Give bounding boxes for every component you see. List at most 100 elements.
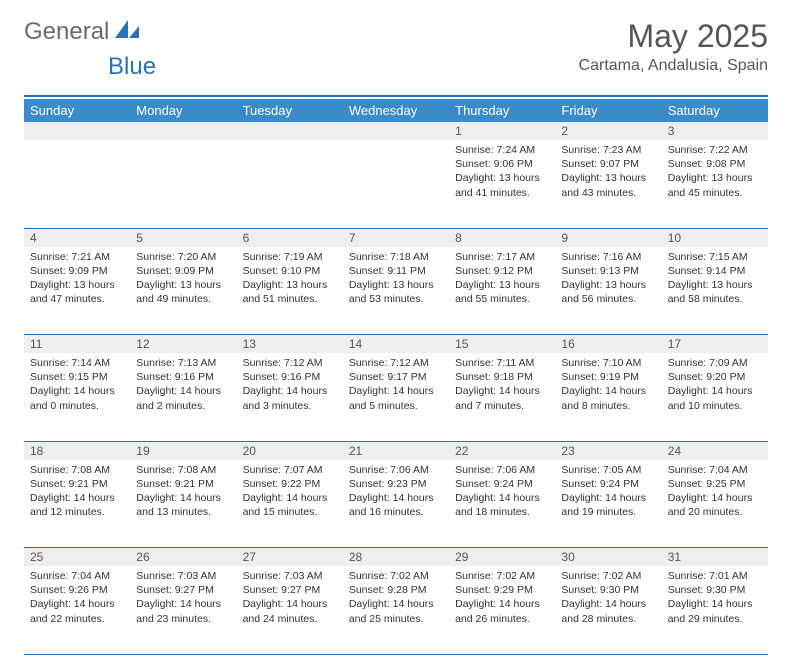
day-number-cell: 21 <box>343 441 449 460</box>
day-details: Sunrise: 7:14 AMSunset: 9:15 PMDaylight:… <box>24 353 130 417</box>
day-number-cell: 26 <box>130 548 236 567</box>
day-number-cell: 28 <box>343 548 449 567</box>
day-cell <box>24 140 130 228</box>
weekday-header: Thursday <box>449 99 555 122</box>
day-cell: Sunrise: 7:15 AMSunset: 9:14 PMDaylight:… <box>662 247 768 335</box>
day-content-row: Sunrise: 7:24 AMSunset: 9:06 PMDaylight:… <box>24 140 768 228</box>
day-number-cell: 12 <box>130 335 236 354</box>
day-number-cell: 23 <box>555 441 661 460</box>
day-cell: Sunrise: 7:12 AMSunset: 9:16 PMDaylight:… <box>237 353 343 441</box>
day-cell: Sunrise: 7:06 AMSunset: 9:24 PMDaylight:… <box>449 460 555 548</box>
day-cell <box>343 140 449 228</box>
logo-text-blue: Blue <box>108 53 156 80</box>
day-cell: Sunrise: 7:08 AMSunset: 9:21 PMDaylight:… <box>24 460 130 548</box>
day-cell: Sunrise: 7:24 AMSunset: 9:06 PMDaylight:… <box>449 140 555 228</box>
day-content-row: Sunrise: 7:21 AMSunset: 9:09 PMDaylight:… <box>24 247 768 335</box>
day-cell: Sunrise: 7:02 AMSunset: 9:29 PMDaylight:… <box>449 566 555 654</box>
day-details: Sunrise: 7:19 AMSunset: 9:10 PMDaylight:… <box>237 247 343 311</box>
weekday-header: Sunday <box>24 99 130 122</box>
day-number-cell <box>237 122 343 140</box>
day-number-cell: 7 <box>343 228 449 247</box>
day-cell: Sunrise: 7:12 AMSunset: 9:17 PMDaylight:… <box>343 353 449 441</box>
day-number-cell: 6 <box>237 228 343 247</box>
day-details: Sunrise: 7:02 AMSunset: 9:29 PMDaylight:… <box>449 566 555 630</box>
day-cell: Sunrise: 7:05 AMSunset: 9:24 PMDaylight:… <box>555 460 661 548</box>
day-details: Sunrise: 7:12 AMSunset: 9:17 PMDaylight:… <box>343 353 449 417</box>
day-cell: Sunrise: 7:10 AMSunset: 9:19 PMDaylight:… <box>555 353 661 441</box>
day-details: Sunrise: 7:09 AMSunset: 9:20 PMDaylight:… <box>662 353 768 417</box>
day-cell: Sunrise: 7:02 AMSunset: 9:30 PMDaylight:… <box>555 566 661 654</box>
calendar-table: Sunday Monday Tuesday Wednesday Thursday… <box>24 99 768 655</box>
weekday-header: Friday <box>555 99 661 122</box>
day-details: Sunrise: 7:23 AMSunset: 9:07 PMDaylight:… <box>555 140 661 204</box>
location-text: Cartama, Andalusia, Spain <box>579 57 768 75</box>
day-cell: Sunrise: 7:13 AMSunset: 9:16 PMDaylight:… <box>130 353 236 441</box>
day-details: Sunrise: 7:07 AMSunset: 9:22 PMDaylight:… <box>237 460 343 524</box>
day-details: Sunrise: 7:01 AMSunset: 9:30 PMDaylight:… <box>662 566 768 630</box>
day-number-cell: 29 <box>449 548 555 567</box>
day-number-cell <box>343 122 449 140</box>
weekday-header-row: Sunday Monday Tuesday Wednesday Thursday… <box>24 99 768 122</box>
day-number-row: 25262728293031 <box>24 548 768 567</box>
day-cell: Sunrise: 7:07 AMSunset: 9:22 PMDaylight:… <box>237 460 343 548</box>
day-content-row: Sunrise: 7:08 AMSunset: 9:21 PMDaylight:… <box>24 460 768 548</box>
day-cell: Sunrise: 7:16 AMSunset: 9:13 PMDaylight:… <box>555 247 661 335</box>
day-details: Sunrise: 7:03 AMSunset: 9:27 PMDaylight:… <box>237 566 343 630</box>
weekday-header: Tuesday <box>237 99 343 122</box>
logo-sail-icon <box>115 20 141 45</box>
day-number-cell: 13 <box>237 335 343 354</box>
day-number-cell: 24 <box>662 441 768 460</box>
weekday-header: Saturday <box>662 99 768 122</box>
day-details: Sunrise: 7:11 AMSunset: 9:18 PMDaylight:… <box>449 353 555 417</box>
day-details: Sunrise: 7:03 AMSunset: 9:27 PMDaylight:… <box>130 566 236 630</box>
day-number-row: 45678910 <box>24 228 768 247</box>
day-cell: Sunrise: 7:17 AMSunset: 9:12 PMDaylight:… <box>449 247 555 335</box>
day-number-cell <box>24 122 130 140</box>
day-details: Sunrise: 7:20 AMSunset: 9:09 PMDaylight:… <box>130 247 236 311</box>
day-details: Sunrise: 7:24 AMSunset: 9:06 PMDaylight:… <box>449 140 555 204</box>
day-details: Sunrise: 7:18 AMSunset: 9:11 PMDaylight:… <box>343 247 449 311</box>
day-number-cell: 2 <box>555 122 661 140</box>
day-details: Sunrise: 7:08 AMSunset: 9:21 PMDaylight:… <box>130 460 236 524</box>
day-number-cell: 30 <box>555 548 661 567</box>
day-cell: Sunrise: 7:06 AMSunset: 9:23 PMDaylight:… <box>343 460 449 548</box>
day-number-cell: 27 <box>237 548 343 567</box>
day-number-cell: 18 <box>24 441 130 460</box>
day-details: Sunrise: 7:10 AMSunset: 9:19 PMDaylight:… <box>555 353 661 417</box>
day-number-cell: 31 <box>662 548 768 567</box>
day-number-cell: 15 <box>449 335 555 354</box>
day-cell: Sunrise: 7:09 AMSunset: 9:20 PMDaylight:… <box>662 353 768 441</box>
day-cell: Sunrise: 7:20 AMSunset: 9:09 PMDaylight:… <box>130 247 236 335</box>
day-cell: Sunrise: 7:03 AMSunset: 9:27 PMDaylight:… <box>130 566 236 654</box>
day-cell: Sunrise: 7:01 AMSunset: 9:30 PMDaylight:… <box>662 566 768 654</box>
day-cell: Sunrise: 7:19 AMSunset: 9:10 PMDaylight:… <box>237 247 343 335</box>
day-details: Sunrise: 7:13 AMSunset: 9:16 PMDaylight:… <box>130 353 236 417</box>
day-details: Sunrise: 7:04 AMSunset: 9:26 PMDaylight:… <box>24 566 130 630</box>
day-number-cell: 17 <box>662 335 768 354</box>
day-number-cell: 5 <box>130 228 236 247</box>
day-cell: Sunrise: 7:02 AMSunset: 9:28 PMDaylight:… <box>343 566 449 654</box>
day-cell <box>237 140 343 228</box>
day-cell: Sunrise: 7:21 AMSunset: 9:09 PMDaylight:… <box>24 247 130 335</box>
day-number-cell: 25 <box>24 548 130 567</box>
day-cell: Sunrise: 7:04 AMSunset: 9:26 PMDaylight:… <box>24 566 130 654</box>
weekday-header: Monday <box>130 99 236 122</box>
day-content-row: Sunrise: 7:04 AMSunset: 9:26 PMDaylight:… <box>24 566 768 654</box>
day-details: Sunrise: 7:17 AMSunset: 9:12 PMDaylight:… <box>449 247 555 311</box>
day-cell <box>130 140 236 228</box>
day-number-cell: 19 <box>130 441 236 460</box>
day-number-cell: 3 <box>662 122 768 140</box>
day-cell: Sunrise: 7:22 AMSunset: 9:08 PMDaylight:… <box>662 140 768 228</box>
day-number-cell: 22 <box>449 441 555 460</box>
day-details: Sunrise: 7:08 AMSunset: 9:21 PMDaylight:… <box>24 460 130 524</box>
day-number-cell: 10 <box>662 228 768 247</box>
day-details: Sunrise: 7:05 AMSunset: 9:24 PMDaylight:… <box>555 460 661 524</box>
weekday-header: Wednesday <box>343 99 449 122</box>
top-rule <box>24 95 768 97</box>
day-number-row: 18192021222324 <box>24 441 768 460</box>
day-number-row: 11121314151617 <box>24 335 768 354</box>
day-number-cell: 20 <box>237 441 343 460</box>
day-details: Sunrise: 7:15 AMSunset: 9:14 PMDaylight:… <box>662 247 768 311</box>
day-number-cell: 4 <box>24 228 130 247</box>
day-number-cell: 8 <box>449 228 555 247</box>
